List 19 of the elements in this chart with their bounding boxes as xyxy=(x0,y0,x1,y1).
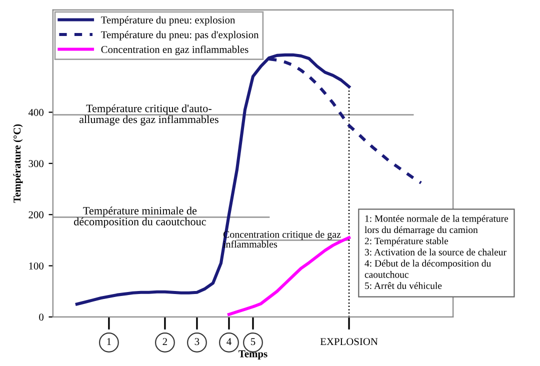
x-tick-label: 1 xyxy=(107,338,111,346)
x-tick-label: 5 xyxy=(250,338,256,346)
x-tick-label: 3 xyxy=(194,338,200,346)
x-tick-label: 4 xyxy=(226,338,232,346)
annotation: Température critique d'auto- allumage des gaz inflammables xyxy=(79,104,218,126)
y-tick-label: 200 xyxy=(28,211,44,218)
y-tick-label: 0 xyxy=(39,314,44,321)
legend-label: Température du pneu: explosion xyxy=(101,16,236,26)
y-tick-label: 300 xyxy=(28,160,44,168)
y-axis-title: Température (°C) xyxy=(13,124,23,203)
y-tick-label: 400 xyxy=(28,108,44,116)
annotation: 1: Montée normale de la température lors du démarrage du camion 2: Température stable 3: Activation de la source de chaleur 4: Début de la décomposition du caoutchouc 5: Arrêt du véhicule xyxy=(364,215,508,290)
legend-label: Température du pneu: pas d'explosion xyxy=(101,30,259,40)
legend-label: Concentration en gaz inflammables xyxy=(101,46,248,56)
x-axis-title: Temps xyxy=(238,350,268,360)
annotation: Température minimale de décomposition du caoutchouc xyxy=(74,206,206,228)
y-tick-label: 100 xyxy=(29,262,44,270)
x-tick-label: EXPLOSION xyxy=(320,338,378,346)
x-tick-label: 2 xyxy=(162,338,167,346)
